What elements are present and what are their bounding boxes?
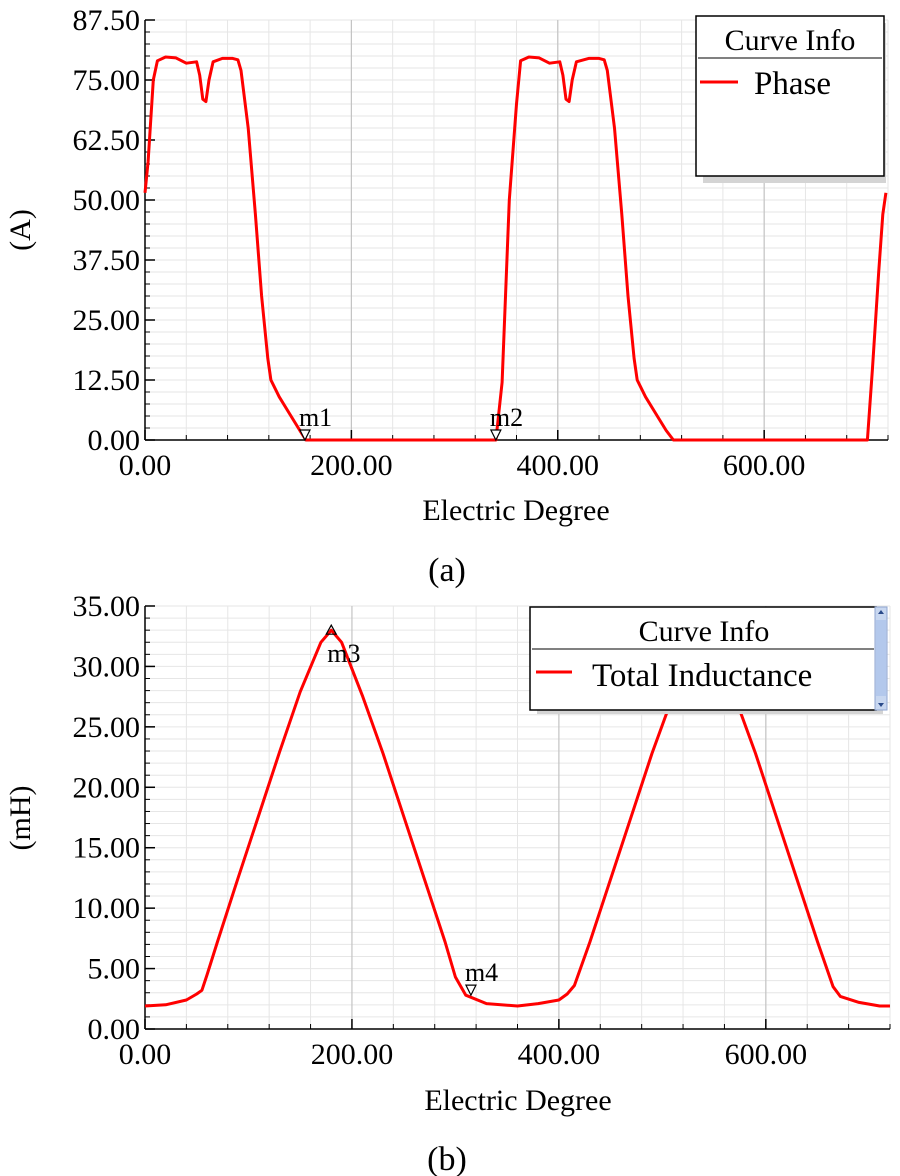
y-tick-label: 25.00	[73, 304, 141, 337]
marker-triangle-icon	[298, 429, 311, 442]
y-tick-label: 75.00	[73, 64, 141, 97]
marker-label: m1	[299, 403, 332, 432]
chart-b-legend-title: Curve Info	[639, 615, 770, 648]
scroll-down-icon[interactable]	[878, 703, 884, 707]
y-tick-label: 20.00	[73, 771, 141, 804]
y-tick-label: 10.00	[73, 892, 141, 925]
chart-b-total-inductance: 0.00 5.00 10.00 15.00 20.00 25.00 30.00 35.00 0…	[4, 590, 891, 1176]
marker-label: m2	[490, 403, 523, 432]
x-tick-label: 0.00	[119, 1038, 172, 1071]
y-tick-label: 0.00	[88, 424, 141, 457]
marker-label: m3	[327, 639, 360, 668]
chart-b-y-tick-labels: 0.00 5.00 10.00 15.00 20.00 25.00 30.00 35.00	[73, 590, 141, 1046]
y-tick-label: 12.50	[73, 364, 141, 397]
chart-a-y-tick-labels: 0.00 12.50 25.00 37.50 50.00 62.50 75.00 87.50	[73, 4, 141, 457]
chart-a-markers: m1 m2	[298, 403, 523, 442]
chart-a-phase-current: 0.0012.5025.0037.5050.0062.5075.0087.50 …	[4, 4, 889, 589]
chart-b-caption: (b)	[427, 1141, 467, 1176]
x-tick-label: 0.00	[119, 449, 172, 482]
chart-a-legend-box	[695, 15, 885, 177]
marker-m2[interactable]: m2	[489, 403, 523, 442]
chart-a-legend-title: Curve Info	[725, 24, 856, 57]
y-tick-label: 25.00	[73, 711, 141, 744]
chart-b-series	[144, 628, 890, 1008]
x-tick-label: 400.00	[518, 1038, 601, 1071]
chart-b-x-axis-title: Electric Degree	[424, 1084, 611, 1117]
x-tick-label: 600.00	[723, 449, 806, 482]
marker-m4[interactable]: m4	[464, 958, 498, 997]
y-tick-label: 62.50	[73, 124, 141, 157]
chart-a-x-axis-title: Electric Degree	[422, 494, 609, 527]
marker-m1[interactable]: m1	[298, 403, 332, 442]
marker-m3[interactable]: m3	[325, 623, 360, 668]
chart-b-x-tick-labels: 0.00 200.00 400.00 600.00	[119, 1038, 807, 1071]
chart-a-y-axis-title: (A)	[4, 209, 37, 251]
x-tick-label: 400.00	[517, 449, 600, 482]
scroll-up-icon[interactable]	[878, 610, 884, 614]
chart-a-legend[interactable]: Curve Info Phase	[695, 15, 886, 183]
chart-b-legend[interactable]: Curve Info Total Inductance	[529, 606, 888, 714]
chart-b-legend-box	[529, 606, 877, 711]
y-tick-label: 30.00	[73, 650, 141, 683]
legend-scrollbar-thumb[interactable]	[876, 620, 886, 696]
chart-b-markers: m3 m4	[325, 623, 498, 997]
chart-a-x-tick-labels: 0.00 200.00 400.00 600.00	[119, 449, 806, 482]
chart-b-y-axis-title: (mH)	[4, 786, 37, 851]
y-tick-label: 37.50	[73, 244, 141, 277]
y-tick-label: 15.00	[73, 832, 141, 865]
chart-b-legend-scrollbar[interactable]	[874, 606, 888, 711]
chart-a-series	[143, 55, 888, 442]
chart-b-axes	[144, 605, 891, 1030]
x-tick-label: 600.00	[725, 1038, 808, 1071]
series-line-phase	[143, 55, 888, 442]
chart-b-grid	[145, 605, 891, 1029]
marker-triangle-icon	[325, 623, 338, 635]
y-tick-label: 35.00	[73, 590, 141, 623]
y-tick-label: 0.00	[88, 1013, 141, 1046]
marker-label: m4	[465, 958, 498, 987]
x-tick-label: 200.00	[311, 1038, 394, 1071]
chart-b-legend-entry-total-inductance: Total Inductance	[592, 658, 812, 694]
marker-triangle-icon	[464, 984, 477, 997]
y-tick-label: 87.50	[73, 4, 141, 37]
chart-a-legend-entry-phase: Phase	[754, 66, 831, 102]
chart-a-caption: (a)	[428, 552, 466, 589]
y-tick-label: 5.00	[88, 953, 141, 986]
marker-triangle-icon	[489, 429, 502, 442]
x-tick-label: 200.00	[310, 449, 393, 482]
series-line-total-inductance	[144, 628, 890, 1008]
y-tick-label: 50.00	[73, 184, 141, 217]
